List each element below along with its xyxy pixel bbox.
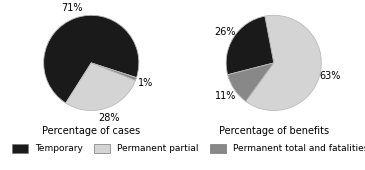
Text: Percentage of benefits: Percentage of benefits [219, 126, 329, 136]
Text: 26%: 26% [214, 27, 235, 37]
Text: 1%: 1% [138, 78, 154, 88]
Text: 71%: 71% [61, 3, 82, 13]
Wedge shape [226, 16, 274, 75]
Text: Percentage of cases: Percentage of cases [42, 126, 140, 136]
Wedge shape [228, 63, 274, 101]
Text: 63%: 63% [320, 71, 341, 81]
Wedge shape [66, 63, 135, 110]
Wedge shape [44, 15, 139, 103]
Legend: Temporary, Permanent partial, Permanent total and fatalities: Temporary, Permanent partial, Permanent … [12, 144, 365, 153]
Text: 28%: 28% [99, 113, 120, 123]
Wedge shape [91, 63, 137, 80]
Text: 11%: 11% [215, 91, 237, 100]
Wedge shape [246, 15, 321, 110]
